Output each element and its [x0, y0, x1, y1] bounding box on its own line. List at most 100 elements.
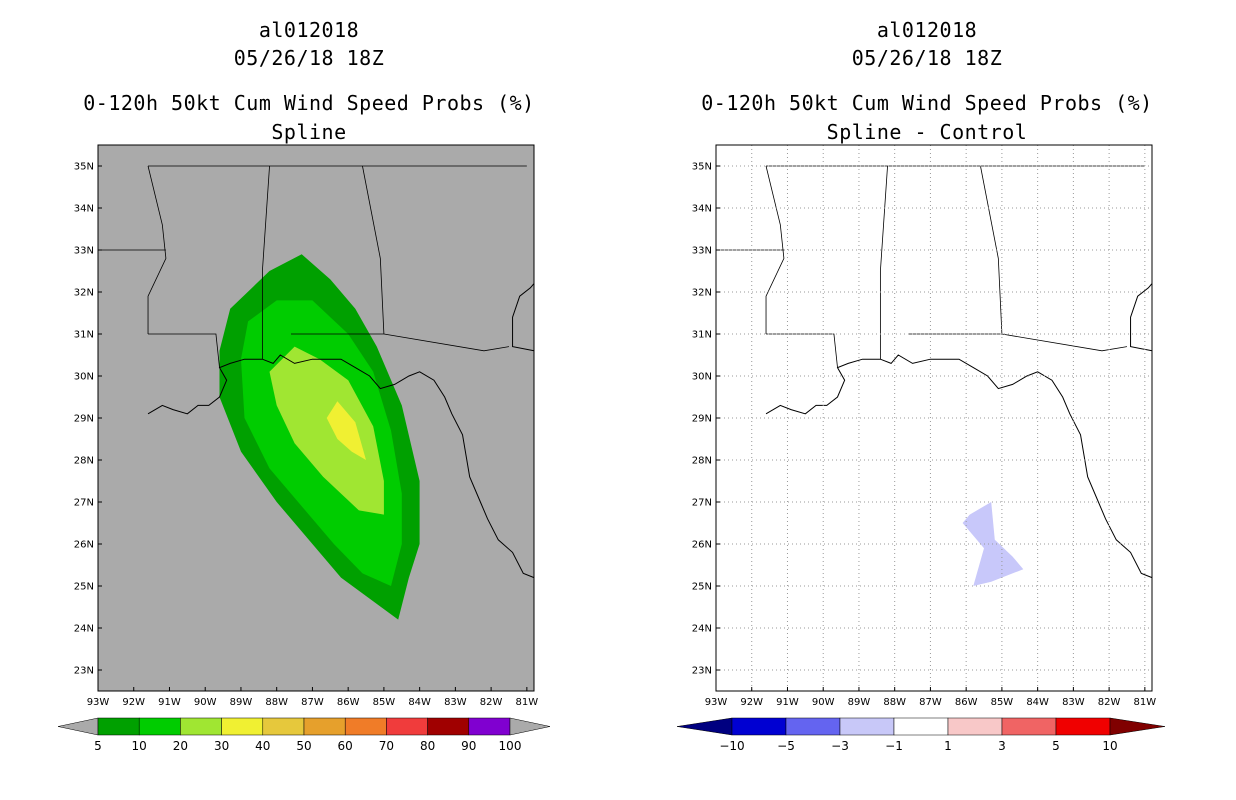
- y-tick-label: 34N: [692, 204, 712, 215]
- storm-id: al012018: [258, 18, 360, 42]
- chart-subtitle: Spline: [271, 120, 347, 144]
- y-tick-label: 33N: [692, 246, 712, 257]
- colorbar-label: 70: [379, 739, 394, 753]
- x-tick-label: 87W: [301, 697, 324, 708]
- y-tick-label: 31N: [74, 330, 94, 341]
- contour-layer: [219, 254, 420, 620]
- y-tick-label: 23N: [692, 666, 712, 677]
- colorbar-label: 100: [499, 739, 522, 753]
- coastline-layer: [716, 165, 1153, 579]
- colorbar-swatch: [893, 717, 949, 736]
- map-right: 93W 92W 91W 90W 89W 88W 87W 86W 85W 84W 83W 82W 81W 2…: [692, 144, 1156, 709]
- colorbar-swatch: [839, 717, 895, 736]
- tick-layer: 93W 92W 91W 90W 89W 88W 87W 86W 85W 84W 83W 82W 81W 2…: [74, 162, 538, 709]
- y-tick-label: 27N: [74, 498, 94, 509]
- state-border: [362, 165, 385, 335]
- coastline-layer: [98, 165, 535, 579]
- y-tick-label: 28N: [692, 456, 712, 467]
- left-panel: al012018 05/26/18 18Z 0-120h 50kt Cum Wi…: [57, 18, 551, 753]
- coastline: [1130, 283, 1153, 352]
- colorbar-swatch: [947, 717, 1003, 736]
- x-tick-label: 81W: [1134, 697, 1157, 708]
- y-tick-label: 23N: [74, 666, 94, 677]
- colorbar-arrow-right: [509, 717, 551, 736]
- colorbar-swatch: [180, 717, 222, 736]
- x-tick-label: 81W: [516, 697, 539, 708]
- colorbar-label: 90: [461, 739, 476, 753]
- colorbar-arrow-right: [1109, 717, 1166, 736]
- colorbar-swatch: [386, 717, 428, 736]
- colorbar-arrow-left: [676, 717, 733, 736]
- colorbar-left: 5 10 20 30 40 50 60 70 80 90 100: [57, 717, 551, 753]
- storm-id: al012018: [876, 18, 978, 42]
- x-tick-label: 85W: [991, 697, 1014, 708]
- colorbar-swatch: [1055, 717, 1111, 736]
- colorbar-swatch: [1001, 717, 1057, 736]
- contour-20: [269, 346, 384, 515]
- x-tick-label: 84W: [1026, 697, 1049, 708]
- state-border: [765, 165, 785, 334]
- y-tick-label: 24N: [74, 624, 94, 635]
- x-tick-label: 91W: [158, 697, 181, 708]
- x-tick-label: 82W: [480, 697, 503, 708]
- y-tick-label: 33N: [74, 246, 94, 257]
- x-tick-label: 83W: [444, 697, 467, 708]
- colorbar-label: 10: [132, 739, 147, 753]
- y-tick-label: 29N: [74, 414, 94, 425]
- colorbar-right: −10 −5 −3 −1 1 3 5 10: [676, 717, 1166, 753]
- chart-title: 0-120h 50kt Cum Wind Speed Probs (%): [701, 91, 1153, 115]
- y-tick-label: 26N: [692, 540, 712, 551]
- colorbar-label: −5: [777, 739, 795, 753]
- right-panel: al012018 05/26/18 18Z 0-120h 50kt Cum Wi…: [618, 0, 1236, 800]
- colorbar-label: 80: [420, 739, 435, 753]
- state-border: [147, 165, 167, 334]
- chart-title: 0-120h 50kt Cum Wind Speed Probs (%): [83, 91, 535, 115]
- x-tick-label: 85W: [373, 697, 396, 708]
- colorbar-label: 3: [998, 739, 1006, 753]
- grid-layer: [715, 145, 1152, 691]
- x-tick-label: 86W: [955, 697, 978, 708]
- x-tick-label: 83W: [1062, 697, 1085, 708]
- x-tick-label: 88W: [883, 697, 906, 708]
- colorbar-swatch: [427, 717, 470, 736]
- x-tick-label: 90W: [194, 697, 217, 708]
- y-tick-label: 27N: [692, 498, 712, 509]
- x-tick-label: 89W: [230, 697, 253, 708]
- colorbar-arrow-left: [57, 717, 99, 736]
- colorbar-label: 5: [94, 739, 102, 753]
- chart-subtitle: Spline - Control: [826, 120, 1028, 144]
- x-tick-label: 92W: [122, 697, 145, 708]
- colorbar-label: 40: [255, 739, 270, 753]
- y-tick-label: 35N: [74, 162, 94, 173]
- x-tick-label: 92W: [740, 697, 763, 708]
- y-tick-label: 32N: [692, 288, 712, 299]
- colorbar-swatch: [785, 717, 841, 736]
- x-tick-label: 93W: [87, 697, 110, 708]
- state-border: [879, 165, 888, 360]
- colorbar-swatch: [303, 717, 346, 736]
- colorbar-label: 10: [1102, 739, 1117, 753]
- x-tick-label: 90W: [812, 697, 835, 708]
- y-tick-label: 34N: [74, 204, 94, 215]
- colorbar-label: −10: [719, 739, 744, 753]
- x-tick-label: 93W: [705, 697, 728, 708]
- x-tick-label: 89W: [848, 697, 871, 708]
- x-tick-label: 88W: [265, 697, 288, 708]
- x-tick-label: 91W: [776, 697, 799, 708]
- colorbar-swatch: [97, 717, 140, 736]
- colorbar-label: 1: [944, 739, 952, 753]
- plot-background: [716, 145, 1152, 691]
- tick-layer: 93W 92W 91W 90W 89W 88W 87W 86W 85W 84W 83W 82W 81W 2…: [692, 162, 1156, 709]
- y-tick-label: 32N: [74, 288, 94, 299]
- y-tick-label: 25N: [74, 582, 94, 593]
- state-border: [290, 333, 510, 352]
- y-tick-label: 35N: [692, 162, 712, 173]
- colorbar-label: 50: [296, 739, 311, 753]
- y-tick-label: 30N: [692, 372, 712, 383]
- x-tick-label: 87W: [919, 697, 942, 708]
- colorbar-label: 60: [338, 739, 353, 753]
- y-tick-label: 31N: [692, 330, 712, 341]
- colorbar-label: 30: [214, 739, 229, 753]
- y-tick-label: 29N: [692, 414, 712, 425]
- y-tick-label: 28N: [74, 456, 94, 467]
